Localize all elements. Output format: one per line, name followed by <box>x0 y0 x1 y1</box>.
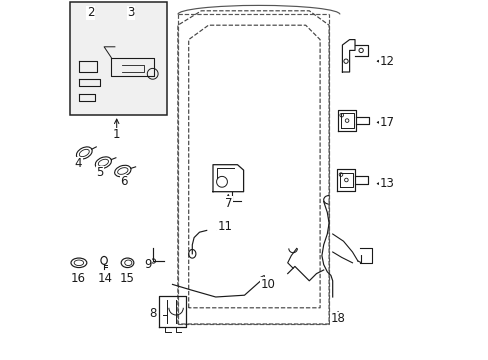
Text: 16: 16 <box>71 273 85 285</box>
Ellipse shape <box>124 260 132 266</box>
Text: 4: 4 <box>74 157 82 170</box>
Text: 6: 6 <box>120 175 127 188</box>
Ellipse shape <box>79 149 89 157</box>
Ellipse shape <box>121 258 134 267</box>
Ellipse shape <box>114 165 131 177</box>
Ellipse shape <box>95 157 111 168</box>
Text: 14: 14 <box>97 273 112 285</box>
Text: 7: 7 <box>224 197 232 210</box>
Text: 10: 10 <box>260 278 275 291</box>
Ellipse shape <box>76 147 92 159</box>
Ellipse shape <box>71 258 87 267</box>
Text: 5: 5 <box>96 166 103 179</box>
Bar <box>70 2 167 115</box>
Text: 17: 17 <box>378 116 393 129</box>
Text: 2: 2 <box>86 6 94 19</box>
Text: 8: 8 <box>149 307 156 320</box>
Text: 13: 13 <box>379 177 393 190</box>
Text: 15: 15 <box>120 273 135 285</box>
Text: 11: 11 <box>217 220 232 233</box>
Text: 18: 18 <box>330 312 345 325</box>
Text: 3: 3 <box>127 6 135 19</box>
Ellipse shape <box>74 260 83 266</box>
Ellipse shape <box>101 256 107 264</box>
Text: 1: 1 <box>113 129 120 141</box>
Ellipse shape <box>118 168 128 174</box>
Ellipse shape <box>98 159 108 166</box>
Text: 12: 12 <box>378 55 393 68</box>
Text: 9: 9 <box>144 258 151 271</box>
